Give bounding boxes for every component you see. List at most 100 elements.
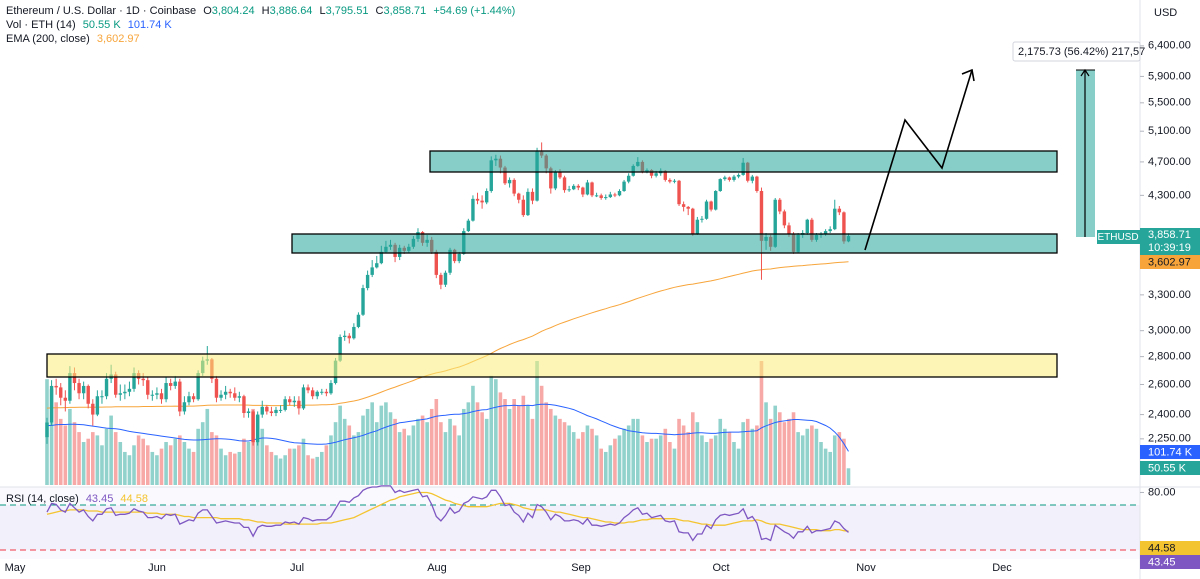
volume-bar: [823, 448, 828, 485]
candle-body: [91, 403, 95, 415]
candle-body: [246, 411, 251, 414]
candle-body: [558, 172, 562, 178]
candle-body: [567, 189, 571, 191]
volume-bar: [356, 432, 361, 485]
candle-body: [535, 151, 539, 201]
candle-body: [146, 380, 150, 395]
candle-body: [68, 373, 72, 401]
volume-bar: [745, 418, 750, 485]
volume-bar: [352, 435, 356, 485]
volume-bar: [283, 455, 287, 485]
candle-body: [118, 393, 122, 395]
candle-body: [72, 373, 77, 384]
volume-bar: [814, 428, 819, 485]
volume-bar: [649, 438, 654, 485]
volume-bar: [553, 415, 558, 485]
candle-body: [713, 191, 718, 210]
volume-bar: [95, 435, 100, 485]
volume-bar: [576, 438, 581, 485]
candle-body: [45, 422, 49, 438]
x-tick-label: Jul: [290, 562, 304, 574]
volume-bar: [443, 432, 448, 485]
last-price-badge: [1140, 228, 1200, 255]
volume-bar: [104, 428, 109, 485]
volume-bar: [278, 458, 283, 485]
candle-body: [833, 208, 837, 230]
demand-zone: [46, 353, 1058, 378]
rsi-band: [0, 505, 1140, 550]
candle-body: [475, 198, 480, 201]
candle-body: [320, 391, 324, 393]
volume-bar: [713, 435, 718, 485]
candle-body: [329, 383, 333, 394]
candle-body: [352, 326, 356, 339]
candle-body: [443, 272, 448, 285]
x-tick-label: May: [5, 562, 26, 574]
volume-bar: [608, 445, 613, 485]
candle-body: [654, 173, 658, 176]
y-tick-label: 5,100.00: [1148, 125, 1191, 137]
candle-body: [301, 387, 306, 409]
candle-body: [727, 177, 732, 180]
volume-bar: [503, 399, 507, 485]
volume-bar: [599, 448, 603, 485]
candle-body: [585, 182, 590, 195]
candle-body: [228, 391, 232, 394]
candle-body: [663, 170, 667, 180]
volume-value: 50.55 K: [82, 19, 121, 31]
volume-bar: [594, 435, 599, 485]
y-tick-label: 5,500.00: [1148, 97, 1191, 109]
candle-body: [343, 335, 347, 338]
volume-bar: [297, 445, 301, 485]
volume-bar: [384, 402, 388, 485]
volume-bar: [132, 445, 136, 485]
candle-body: [773, 199, 777, 247]
volume-bar: [457, 435, 461, 485]
candle-body: [521, 199, 526, 216]
y-tick-label: 5,900.00: [1148, 70, 1191, 82]
candle-body: [823, 231, 828, 234]
candle-body: [237, 396, 242, 398]
candle-body: [457, 253, 461, 262]
volume-bar: [58, 418, 63, 485]
volume-bar: [269, 451, 274, 485]
volume-bar: [379, 405, 384, 485]
countdown-label: 10:39:19: [1148, 242, 1191, 254]
volume-bar: [668, 442, 672, 485]
volume-bar: [842, 438, 846, 485]
candle-body: [439, 274, 443, 285]
volume-bar: [448, 418, 452, 485]
volume-bar: [636, 418, 640, 485]
candle-body: [572, 185, 576, 190]
candle-body: [489, 160, 493, 192]
volume-bar: [416, 418, 420, 485]
volume-bar: [315, 456, 320, 485]
candle-body: [114, 374, 118, 395]
candle-body: [288, 399, 292, 403]
volume-bar: [805, 428, 810, 485]
candle-body: [379, 251, 384, 264]
y-tick-label: 3,300.00: [1148, 289, 1191, 301]
volume-bar: [310, 458, 315, 485]
candle-body: [191, 396, 196, 400]
candle-body: [576, 185, 580, 188]
volume-bar: [324, 445, 329, 485]
candle-body: [187, 396, 191, 403]
candle-body: [778, 199, 782, 212]
candle-body: [315, 391, 319, 397]
volume-bar: [205, 408, 210, 485]
candle-body: [370, 267, 374, 275]
candle-body: [164, 383, 168, 400]
candle-body: [617, 191, 622, 196]
candle-body: [338, 337, 342, 361]
quote-label: L: [319, 5, 326, 17]
rsi-ma-line: [46, 491, 849, 532]
rsi-tick-label: 80.00: [1148, 486, 1176, 498]
volume-bar: [178, 435, 182, 485]
volume-badge: [1140, 461, 1200, 475]
candle-body: [608, 194, 613, 198]
candle-body: [375, 263, 379, 268]
measure-label-box: [1012, 41, 1141, 62]
volume-bar: [700, 435, 704, 485]
candle-body: [581, 187, 585, 195]
